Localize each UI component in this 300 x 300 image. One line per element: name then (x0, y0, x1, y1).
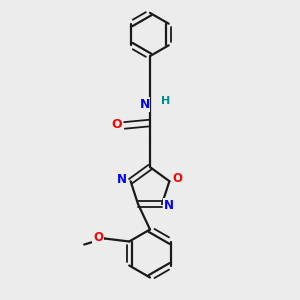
Text: N: N (117, 173, 127, 186)
Text: N: N (140, 98, 150, 111)
Text: H: H (161, 96, 170, 106)
Text: N: N (164, 199, 174, 212)
Text: O: O (112, 118, 122, 131)
Text: O: O (172, 172, 182, 185)
Text: O: O (93, 231, 103, 244)
